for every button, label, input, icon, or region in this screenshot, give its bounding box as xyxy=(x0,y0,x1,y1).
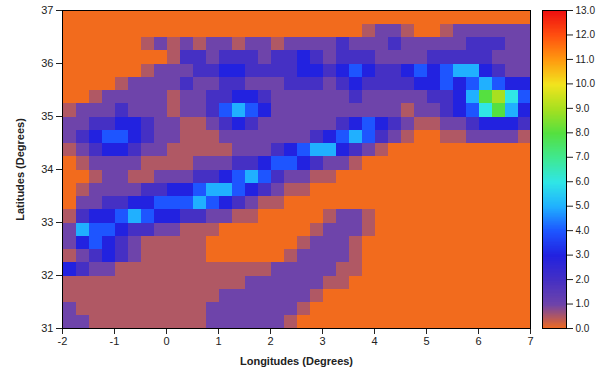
svg-text:0.0: 0.0 xyxy=(576,323,590,334)
svg-text:33: 33 xyxy=(41,216,53,228)
svg-text:34: 34 xyxy=(41,163,53,175)
svg-text:0: 0 xyxy=(163,335,169,347)
svg-text:6: 6 xyxy=(475,335,481,347)
svg-text:11.0: 11.0 xyxy=(576,54,595,65)
svg-text:9.0: 9.0 xyxy=(576,103,590,114)
svg-text:1: 1 xyxy=(215,335,221,347)
svg-text:Longitudes (Degrees): Longitudes (Degrees) xyxy=(240,355,353,367)
svg-text:4: 4 xyxy=(371,335,377,347)
svg-text:37: 37 xyxy=(41,4,53,16)
svg-text:2.0: 2.0 xyxy=(576,274,590,285)
svg-text:13.0: 13.0 xyxy=(576,5,596,16)
svg-text:3.0: 3.0 xyxy=(576,249,590,260)
svg-text:8.0: 8.0 xyxy=(576,127,590,138)
svg-text:7: 7 xyxy=(527,335,533,347)
svg-text:1.0: 1.0 xyxy=(576,298,590,309)
svg-text:5.0: 5.0 xyxy=(576,200,590,211)
svg-text:35: 35 xyxy=(41,110,53,122)
svg-text:32: 32 xyxy=(41,269,53,281)
svg-text:4.0: 4.0 xyxy=(576,225,590,236)
svg-text:-1: -1 xyxy=(110,335,120,347)
svg-text:31: 31 xyxy=(41,322,53,334)
svg-text:5: 5 xyxy=(423,335,429,347)
svg-text:10.0: 10.0 xyxy=(576,78,596,89)
svg-text:2: 2 xyxy=(267,335,273,347)
svg-text:7.0: 7.0 xyxy=(576,151,590,162)
svg-text:-2: -2 xyxy=(58,335,68,347)
svg-text:36: 36 xyxy=(41,57,53,69)
svg-text:3: 3 xyxy=(319,335,325,347)
svg-text:Latitudes (Degrees): Latitudes (Degrees) xyxy=(14,118,26,221)
svg-text:6.0: 6.0 xyxy=(576,176,590,187)
svg-text:12.0: 12.0 xyxy=(576,29,596,40)
